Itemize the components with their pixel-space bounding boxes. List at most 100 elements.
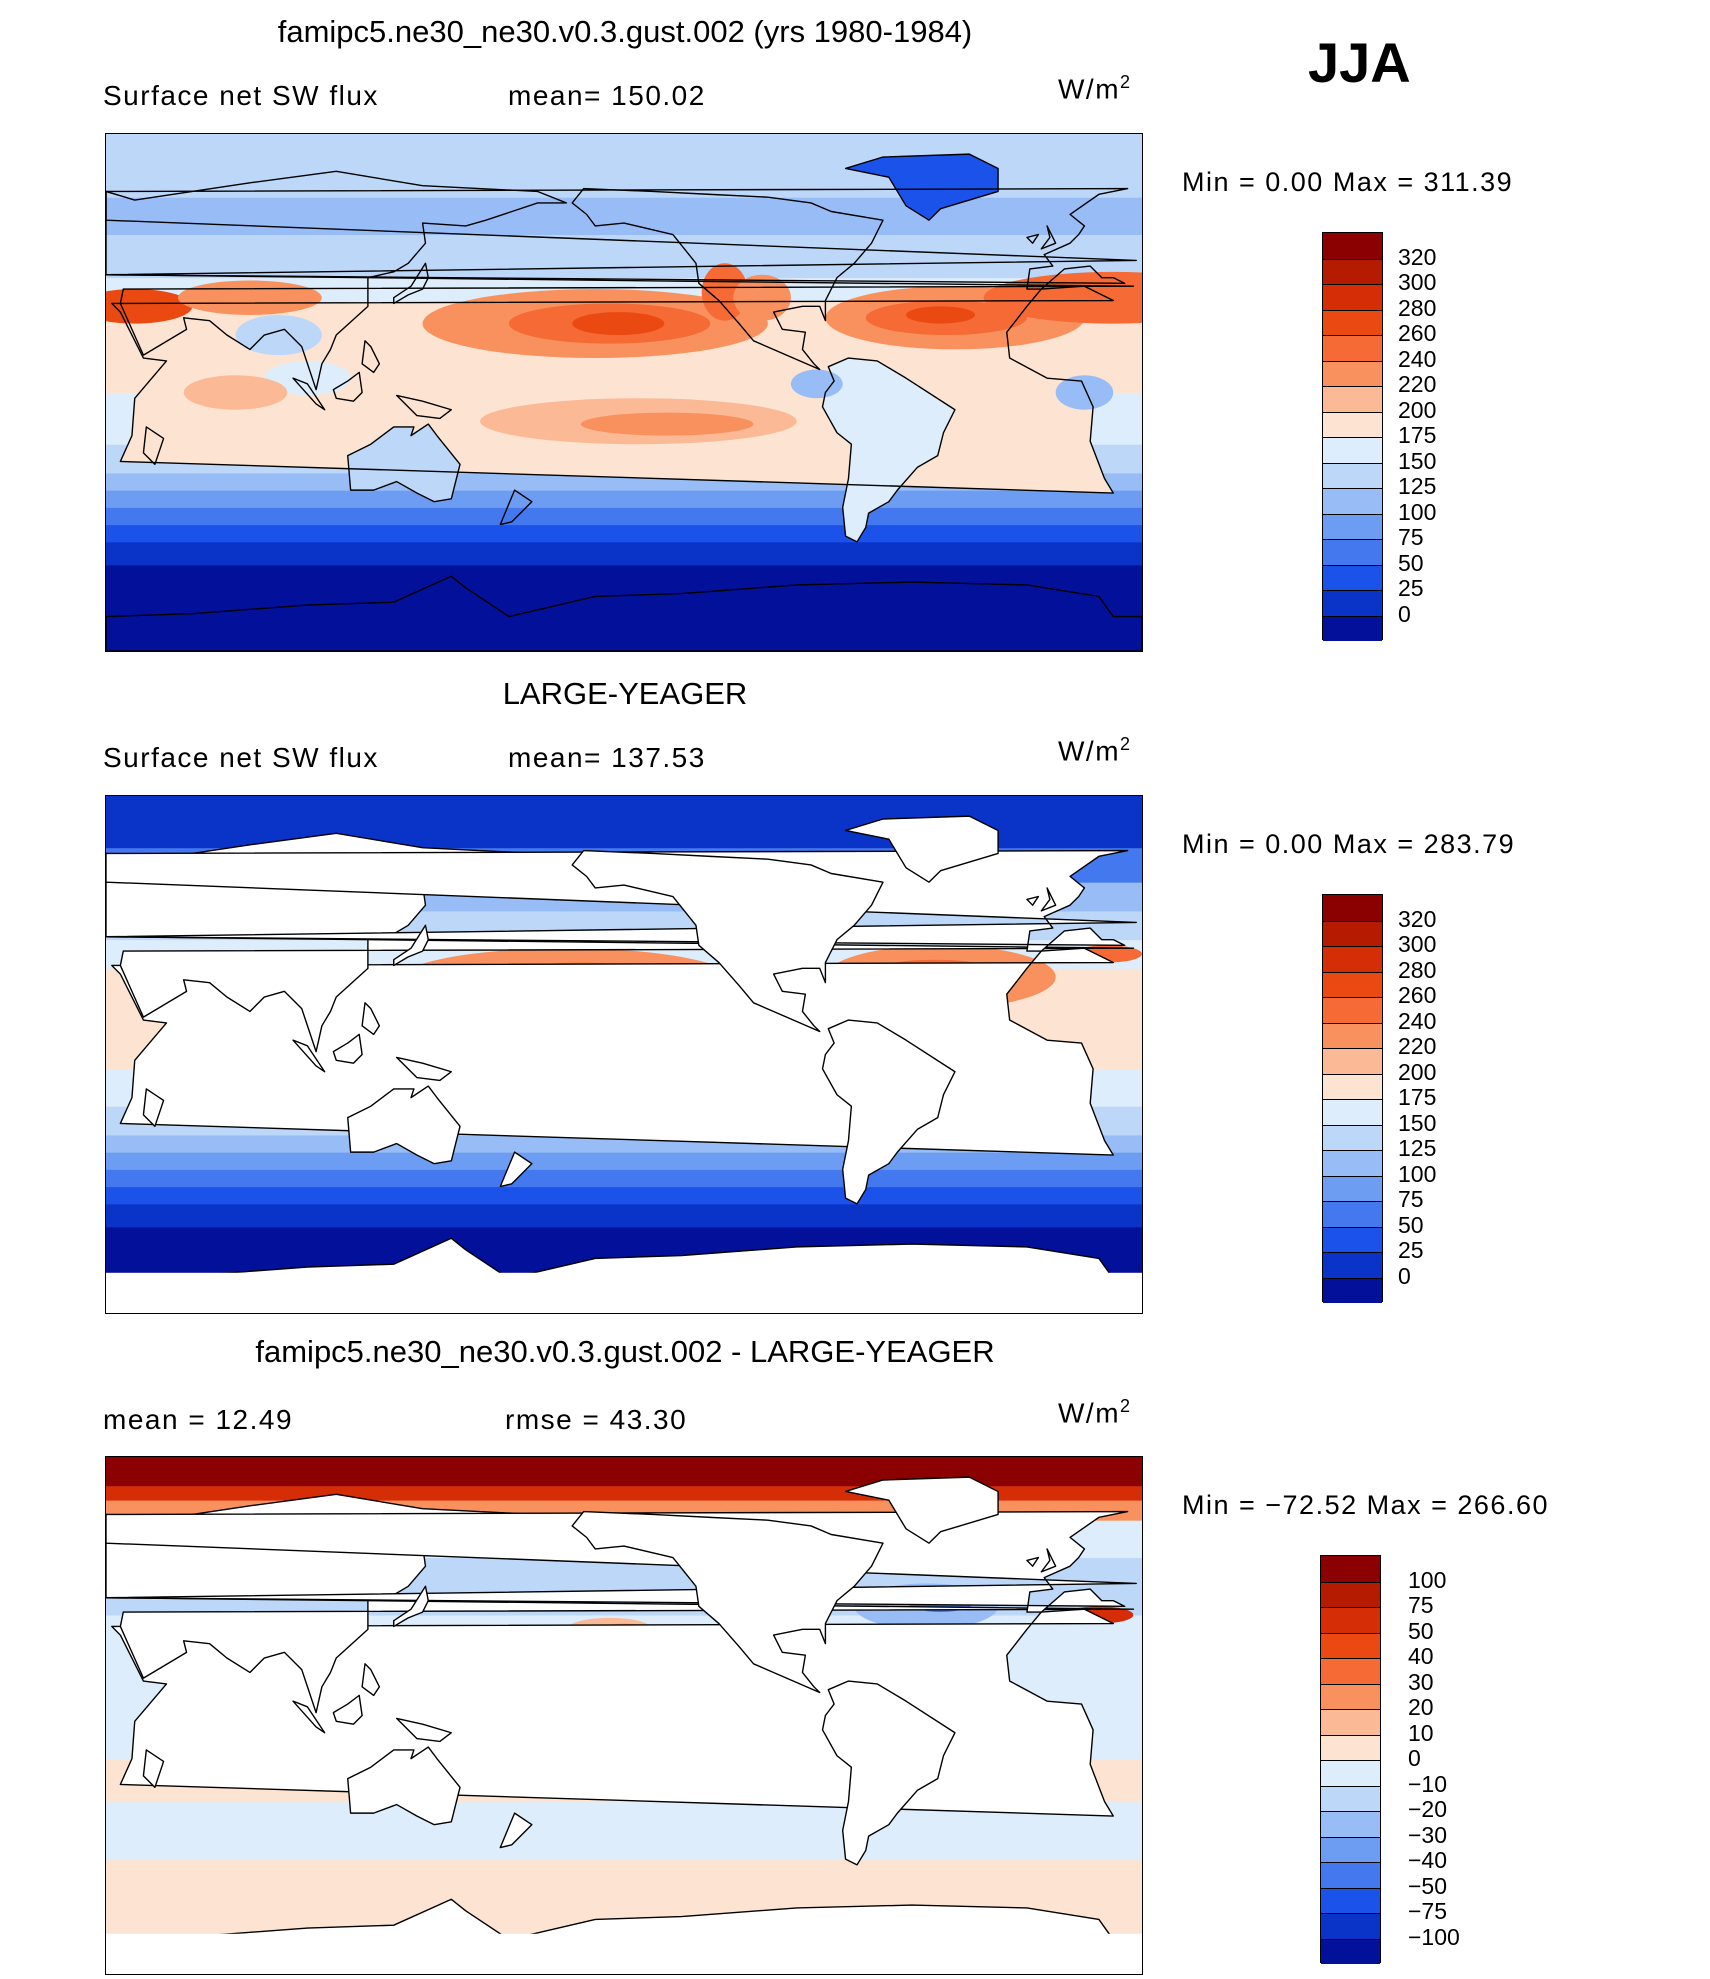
colorbar-swatch — [1323, 615, 1382, 641]
coastline-island — [292, 1700, 326, 1734]
panel3-title: famipc5.ne30_ne30.v0.3.gust.002 - LARGE-… — [255, 1334, 995, 1369]
colorbar-tick-label: 125 — [1398, 473, 1437, 499]
panel1-map — [105, 133, 1143, 652]
panel2-map — [105, 795, 1143, 1314]
colorbar-swatch — [1323, 1277, 1382, 1303]
panel1-mean: mean= 150.02 — [508, 80, 706, 111]
coastline-europe — [106, 849, 1137, 952]
colorbar-swatch — [1323, 539, 1382, 565]
colorbar-tick-label: 240 — [1398, 1007, 1437, 1034]
colorbar-swatch — [1321, 1607, 1380, 1633]
colorbar-swatch — [1323, 564, 1382, 590]
colorbar-swatch — [1321, 1938, 1380, 1964]
colorbar-swatch — [1323, 335, 1382, 361]
colorbar-tick-label: −20 — [1408, 1796, 1448, 1822]
colorbar-tick-label: 30 — [1408, 1668, 1434, 1695]
zonal-band — [106, 524, 1142, 543]
colorbar-tick-label: 260 — [1398, 982, 1437, 1008]
field-high — [106, 289, 193, 324]
colorbar-tick-label: 125 — [1398, 1135, 1437, 1161]
colorbar-box — [1322, 232, 1383, 641]
coastline-island — [1026, 895, 1040, 906]
colorbar-tick-label: 100 — [1408, 1566, 1447, 1593]
colorbar-tick-label: 100 — [1398, 498, 1437, 525]
colorbar-swatch — [1323, 946, 1382, 972]
colorbar-tick-label: −100 — [1408, 1923, 1460, 1950]
coastline-australia — [347, 423, 461, 503]
coastline-australia — [347, 1746, 461, 1826]
colorbar-tick-label: 0 — [1398, 1262, 1411, 1289]
colorbar-box — [1322, 894, 1383, 1303]
colorbar-tick-label: 200 — [1398, 396, 1437, 423]
colorbar-swatch — [1323, 1226, 1382, 1252]
land-field — [845, 154, 999, 221]
coastline-island — [361, 340, 381, 374]
land-mask — [106, 1272, 1142, 1313]
colorbar-swatch — [1323, 1022, 1382, 1048]
colorbar-tick-label: 0 — [1408, 1745, 1421, 1771]
colorbar-tick-label: 175 — [1398, 422, 1437, 448]
panel3-map-plot — [106, 1457, 1142, 1974]
coastline-island — [142, 426, 165, 466]
panel3-units: W/m2 — [1058, 1396, 1132, 1429]
colorbar-tick-label: 220 — [1398, 1033, 1437, 1059]
colorbar-swatch — [1323, 1124, 1382, 1150]
coastline-island — [361, 1663, 381, 1697]
colorbar-tick-label: 320 — [1398, 243, 1437, 270]
coastline-island — [292, 1039, 326, 1073]
colorbar-swatch — [1321, 1811, 1380, 1837]
colorbar-swatch — [1323, 1201, 1382, 1227]
coastline-island — [292, 377, 326, 411]
colorbar-swatch — [1323, 1175, 1382, 1201]
coastline-greenland — [844, 815, 999, 883]
colorbar-tick-label: 75 — [1398, 524, 1424, 550]
colorbar-tick-label: −30 — [1408, 1821, 1448, 1848]
panel3-mean: mean = 12.49 — [103, 1404, 294, 1435]
coastline-island — [395, 394, 453, 420]
colorbar-tick-label: 25 — [1398, 1237, 1424, 1263]
colorbar-box — [1320, 1555, 1381, 1964]
field-high — [183, 375, 288, 410]
land-field — [347, 424, 461, 502]
coastline-samerica — [821, 1019, 956, 1205]
coastline-island — [393, 1585, 429, 1628]
colorbar-tick-label: −50 — [1408, 1872, 1448, 1899]
coastline-australia — [347, 1085, 461, 1165]
panel3-map — [105, 1456, 1143, 1975]
colorbar-swatch — [1323, 1252, 1382, 1278]
colorbar-tick-label: 260 — [1398, 320, 1437, 346]
colorbar-swatch — [1323, 590, 1382, 616]
coastline-island — [1040, 1548, 1057, 1573]
coastline-namerica — [571, 849, 884, 1033]
colorbar-tick-label: −40 — [1408, 1847, 1448, 1873]
zonal-band — [106, 234, 1142, 279]
colorbar-tick-label: 175 — [1398, 1084, 1437, 1110]
coastline-island — [142, 1749, 165, 1789]
colorbar-tick-label: 40 — [1408, 1643, 1434, 1669]
panel2-map-plot — [106, 796, 1142, 1313]
colorbar-swatch — [1321, 1734, 1380, 1760]
coastline-island — [499, 489, 533, 526]
colorbar-tick-label: −75 — [1408, 1898, 1448, 1924]
colorbar-swatch — [1321, 1581, 1380, 1607]
colorbar-swatch — [1321, 1760, 1380, 1786]
colorbar-swatch — [1323, 1150, 1382, 1176]
coastline-namerica — [571, 1510, 884, 1694]
coastline-island — [332, 371, 363, 402]
coastline-greenland — [844, 153, 999, 221]
colorbar-swatch — [1321, 1887, 1380, 1913]
colorbar-swatch — [1323, 386, 1382, 412]
zonal-band — [106, 507, 1142, 526]
colorbar-swatch — [1321, 1709, 1380, 1735]
coastline-eurasia — [106, 170, 1135, 391]
panel1-field-name: Surface net SW flux — [103, 80, 379, 111]
colorbar-tick-label: 220 — [1398, 371, 1437, 397]
colorbar-swatch — [1321, 1683, 1380, 1709]
panel1-title: famipc5.ne30_ne30.v0.3.gust.002 (yrs 198… — [277, 14, 973, 49]
coastline-greenland — [844, 1476, 999, 1544]
coastline-europe — [106, 1510, 1137, 1613]
colorbar-swatch — [1323, 1048, 1382, 1074]
coastline-island — [395, 1717, 453, 1743]
colorbar-tick-label: 320 — [1398, 905, 1437, 932]
colorbar-tick-label: 100 — [1398, 1160, 1437, 1187]
